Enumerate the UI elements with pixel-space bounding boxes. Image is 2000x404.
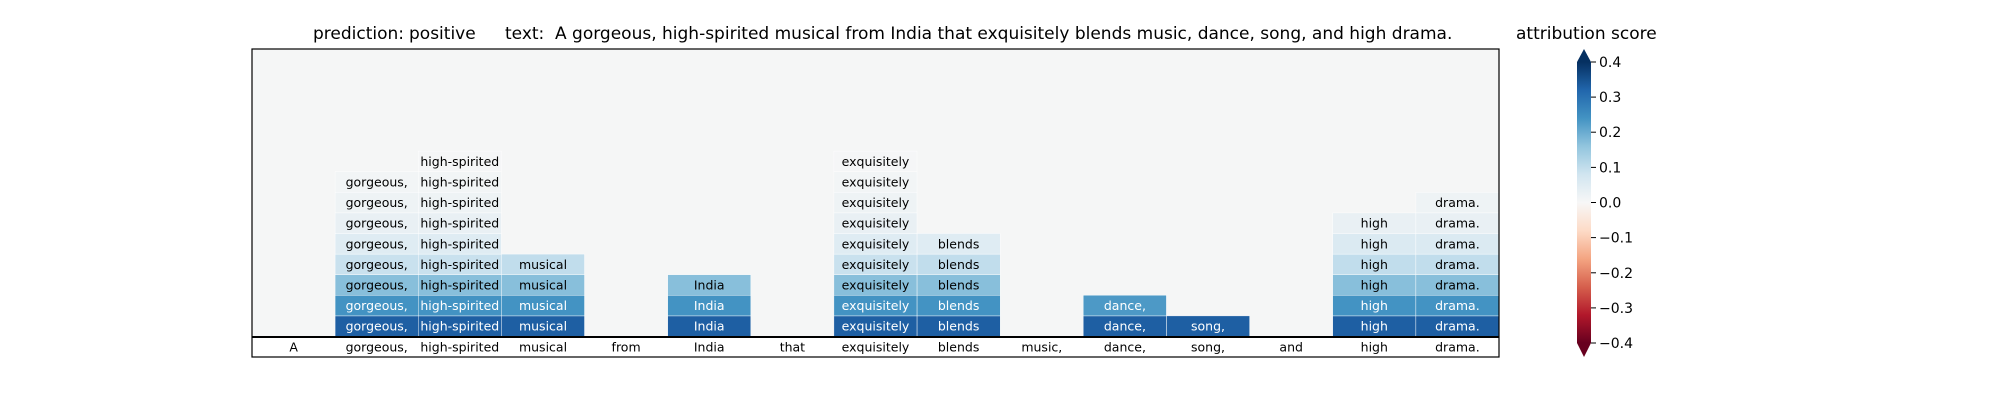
colorbar-extend-top bbox=[1577, 49, 1591, 62]
heatmap-cell-label: high-spirited bbox=[420, 236, 499, 251]
token-label: high-spirited bbox=[420, 340, 499, 355]
colorbar-title: attribution score bbox=[1516, 24, 1657, 44]
heatmap-cell-label: drama. bbox=[1435, 278, 1480, 293]
token-label: dance, bbox=[1104, 340, 1146, 355]
heatmap-cell-label: exquisitely bbox=[842, 319, 910, 334]
colorbar-extend-bottom bbox=[1577, 343, 1591, 357]
heatmap-cell-label: exquisitely bbox=[842, 195, 910, 210]
heatmap-cell bbox=[667, 274, 752, 296]
heatmap-cell-label: gorgeous, bbox=[346, 195, 408, 210]
token-label: song, bbox=[1191, 340, 1225, 355]
plot-frame bbox=[251, 48, 1500, 358]
heatmap-cell-label: gorgeous, bbox=[346, 278, 408, 293]
heatmap-cell-label: high-spirited bbox=[420, 257, 499, 272]
heatmap-cell bbox=[418, 150, 502, 172]
heatmap-cell-label: gorgeous, bbox=[346, 216, 408, 231]
title-prediction-value: positive bbox=[409, 24, 476, 44]
heatmap-cell-label: blends bbox=[938, 278, 979, 293]
heatmap-cell-label: blends bbox=[938, 257, 979, 272]
heatmap-cell bbox=[833, 150, 918, 172]
heatmap-cell-label: high-spirited bbox=[420, 175, 499, 190]
heatmap-cell-label: high bbox=[1361, 216, 1388, 231]
heatmap-cell-label: high-spirited bbox=[420, 154, 499, 169]
token-label: A bbox=[289, 340, 298, 355]
heatmap-cell bbox=[501, 253, 585, 275]
heatmap-cell-label: drama. bbox=[1435, 216, 1480, 231]
heatmap-cell-label: exquisitely bbox=[842, 216, 910, 231]
colorbar-tick-label: −0.2 bbox=[1599, 266, 1633, 282]
heatmap-cell-label: drama. bbox=[1435, 257, 1480, 272]
heatmap-cell-label: musical bbox=[519, 319, 567, 334]
token-label: India bbox=[694, 340, 725, 355]
heatmap-cell-label: blends bbox=[938, 319, 979, 334]
heatmap-cell-label: drama. bbox=[1435, 236, 1480, 251]
heatmap-cell-label: high-spirited bbox=[420, 195, 499, 210]
token-label: drama. bbox=[1435, 340, 1480, 355]
heatmap-cell-label: blends bbox=[938, 298, 979, 313]
heatmap-cell-label: exquisitely bbox=[842, 298, 910, 313]
heatmap-cell-label: exquisitely bbox=[842, 175, 910, 190]
heatmap-cell-label: drama. bbox=[1435, 195, 1480, 210]
colorbar-tick-label: 0.3 bbox=[1599, 90, 1621, 106]
heatmap-cell-label: blends bbox=[938, 236, 979, 251]
heatmap-cell-label: high bbox=[1361, 236, 1388, 251]
heatmap-cell-label: gorgeous, bbox=[346, 175, 408, 190]
heatmap-cell-label: gorgeous, bbox=[346, 257, 408, 272]
colorbar-tick-label: −0.4 bbox=[1599, 336, 1633, 352]
colorbar-tick-label: 0.2 bbox=[1599, 125, 1621, 141]
token-label: music, bbox=[1021, 340, 1062, 355]
heatmap-cell-label: high bbox=[1361, 278, 1388, 293]
heatmap-cell-label: gorgeous, bbox=[346, 319, 408, 334]
heatmap-cell-label: drama. bbox=[1435, 319, 1480, 334]
heatmap-cell-label: high-spirited bbox=[420, 298, 499, 313]
heatmap-cell-label: musical bbox=[519, 257, 567, 272]
heatmap-cell-label: exquisitely bbox=[842, 257, 910, 272]
heatmap-cell-label: high-spirited bbox=[420, 278, 499, 293]
heatmap-cell-label: drama. bbox=[1435, 298, 1480, 313]
title-text-value: A gorgeous, high-spirited musical from I… bbox=[555, 24, 1452, 44]
heatmap-cell-label: musical bbox=[519, 278, 567, 293]
heatmap-cell-label: dance, bbox=[1104, 319, 1146, 334]
heatmap-cell-label: exquisitely bbox=[842, 278, 910, 293]
heatmap-cell-label: high-spirited bbox=[420, 216, 499, 231]
colorbar-gradient bbox=[1577, 62, 1591, 343]
heatmap-cell bbox=[1083, 295, 1167, 317]
token-label: gorgeous, bbox=[346, 340, 408, 355]
title-prediction-label: prediction: bbox=[313, 24, 404, 44]
heatmap-cell-label: gorgeous, bbox=[346, 298, 408, 313]
colorbar-tick-label: 0.1 bbox=[1599, 160, 1621, 176]
token-label: high bbox=[1361, 340, 1388, 355]
heatmap-cell-label: high bbox=[1361, 319, 1388, 334]
heatmap-cell-label: India bbox=[694, 278, 725, 293]
colorbar-tick-label: 0.0 bbox=[1599, 196, 1621, 212]
colorbar-tick-label: 0.4 bbox=[1599, 55, 1621, 71]
token-label: from bbox=[612, 340, 641, 355]
heatmap-cell-label: exquisitely bbox=[842, 236, 910, 251]
token-label: musical bbox=[519, 340, 567, 355]
heatmap-cell-label: high-spirited bbox=[420, 319, 499, 334]
heatmap-cell-label: gorgeous, bbox=[346, 236, 408, 251]
heatmap-cell-label: high bbox=[1361, 257, 1388, 272]
heatmap-cell bbox=[916, 233, 1001, 255]
heatmap-cell-label: India bbox=[694, 319, 725, 334]
heatmap-cell-label: exquisitely bbox=[842, 154, 910, 169]
token-label: blends bbox=[938, 340, 979, 355]
token-label: that bbox=[780, 340, 805, 355]
heatmap-cell-label: musical bbox=[519, 298, 567, 313]
heatmap-cell-label: India bbox=[694, 298, 725, 313]
title-text-label: text: bbox=[505, 24, 544, 44]
colorbar-tick-label: −0.3 bbox=[1599, 301, 1633, 317]
heatmap-cell-label: high bbox=[1361, 298, 1388, 313]
colorbar-tick-label: −0.1 bbox=[1599, 231, 1633, 247]
token-label: and bbox=[1279, 340, 1303, 355]
heatmap-cell-label: dance, bbox=[1104, 298, 1146, 313]
token-label: exquisitely bbox=[842, 340, 910, 355]
heatmap-cell-label: song, bbox=[1191, 319, 1225, 334]
